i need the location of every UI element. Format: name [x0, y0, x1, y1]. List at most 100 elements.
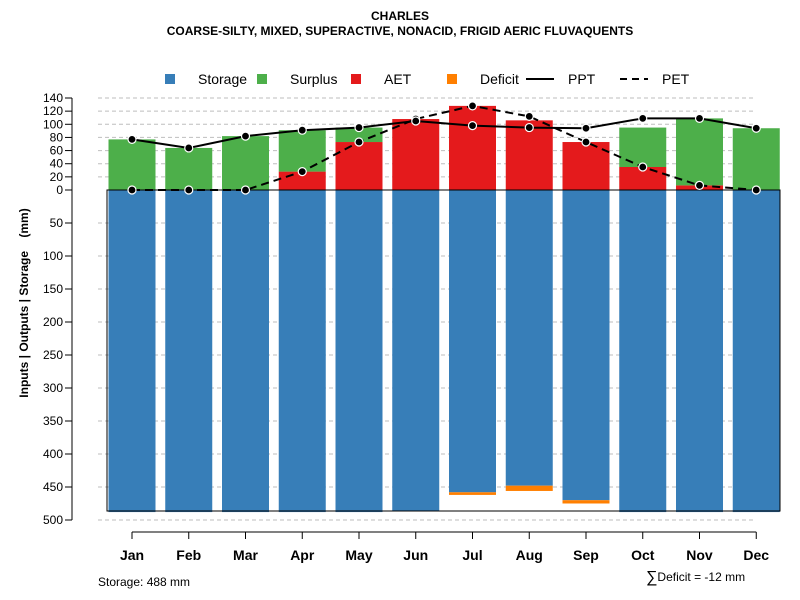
y-tick-label: 150 [43, 282, 63, 296]
surplus-bar [278, 130, 326, 172]
ppt-point [581, 123, 591, 133]
surplus-bar [335, 127, 383, 143]
storage-bar [505, 190, 553, 486]
ppt-point [354, 122, 364, 133]
x-tick-label: Dec [743, 547, 769, 563]
y-tick-label: 100 [43, 249, 63, 263]
y-tick-label: 400 [43, 447, 63, 461]
y-tick-label: 200 [43, 315, 63, 329]
deficit-bar [562, 500, 610, 504]
deficit-note: ∑Deficit = -12 mm [646, 569, 745, 587]
legend-label-storage: Storage [198, 71, 247, 87]
x-tick-label: May [345, 547, 372, 563]
storage-bar [222, 190, 269, 513]
pet-point [184, 185, 194, 195]
y-tick-label: 100 [43, 117, 63, 131]
y-tick-label: 300 [43, 381, 63, 395]
x-tick-label: Apr [290, 547, 315, 563]
x-tick-label: Aug [516, 547, 543, 563]
chart-subtitle: COARSE-SILTY, MIXED, SUPERACTIVE, NONACI… [166, 24, 634, 38]
aet-bar [562, 142, 610, 190]
x-tick-label: Mar [233, 547, 258, 563]
storage-note: Storage: 488 mm [98, 575, 191, 589]
y-tick-label: 20 [50, 170, 64, 184]
sigma-symbol: ∑ [646, 569, 658, 586]
storage-bar [449, 190, 496, 493]
storage-bar [278, 190, 326, 513]
surplus-bar [732, 128, 780, 190]
legend-label-surplus: Surplus [290, 71, 337, 87]
ppt-point [240, 131, 251, 141]
storage-bar [335, 190, 383, 513]
pet-point [467, 101, 478, 111]
ppt-point [127, 134, 137, 144]
pet-point [524, 111, 534, 122]
deficit-bar [449, 492, 496, 495]
aet-bar [335, 142, 383, 190]
y-tick-label: 50 [50, 216, 64, 230]
aet-bar [449, 105, 496, 190]
legend-swatch-deficit [447, 74, 457, 84]
x-tick-label: Jan [120, 547, 144, 563]
pet-point [354, 137, 364, 147]
deficit-note-text: Deficit = -12 mm [657, 570, 746, 584]
pet-point [297, 167, 307, 177]
y-axis-label: Inputs | Outputs | Storage (mm) [17, 208, 31, 397]
ppt-point [524, 122, 534, 133]
y-tick-label: 40 [50, 157, 64, 171]
pet-point [240, 185, 251, 195]
x-tick-label: Jul [462, 547, 482, 563]
ppt-point [638, 113, 648, 123]
y-tick-label: 140 [43, 91, 63, 105]
legend-swatch-aet [351, 74, 361, 84]
y-tick-label: 250 [43, 348, 63, 362]
surplus-bar [619, 127, 667, 167]
legend-label-deficit: Deficit [480, 71, 519, 87]
pet-point [694, 180, 705, 190]
storage-bar [732, 190, 780, 513]
ppt-point [467, 120, 478, 131]
pet-point [751, 185, 761, 195]
ppt-line [131, 117, 757, 149]
storage-bar [619, 190, 667, 513]
ppt-point [694, 113, 705, 123]
surplus-bar [165, 147, 213, 190]
aet-bar [392, 119, 440, 190]
ppt-point [184, 143, 194, 153]
y-tick-label: 500 [43, 513, 63, 527]
x-tick-label: Feb [176, 547, 201, 563]
ppt-point [411, 116, 421, 126]
ppt-point [297, 125, 307, 135]
deficit-bar [505, 485, 553, 491]
storage-bar [676, 190, 723, 513]
legend-label-pet: PET [662, 71, 690, 87]
pet-point [638, 162, 648, 172]
surplus-bar [222, 136, 269, 190]
x-tick-label: Sep [573, 547, 599, 563]
chart-title: CHARLES [370, 9, 429, 23]
legend-label-aet: AET [384, 71, 412, 87]
storage-bar [165, 190, 213, 513]
legend-swatch-storage [165, 74, 175, 84]
legend-label-ppt: PPT [568, 71, 596, 87]
y-tick-label: 120 [43, 104, 63, 118]
surplus-bar [676, 118, 723, 186]
surplus-bar [108, 139, 156, 190]
pet-point [581, 137, 591, 147]
y-tick-label: 0 [56, 183, 63, 197]
storage-bar [562, 190, 610, 501]
storage-bar [108, 190, 156, 513]
y-tick-label: 60 [50, 144, 64, 158]
y-tick-label: 450 [43, 480, 63, 494]
y-tick-label: 80 [50, 130, 64, 144]
aet-bar [619, 167, 667, 190]
y-tick-label: 350 [43, 414, 63, 428]
x-tick-label: Oct [631, 547, 655, 563]
legend-swatch-surplus [257, 74, 267, 84]
pet-point [127, 185, 137, 195]
ppt-point [751, 123, 761, 133]
storage-bar [392, 190, 440, 511]
pet-line [132, 104, 757, 191]
x-tick-label: Nov [686, 547, 713, 563]
